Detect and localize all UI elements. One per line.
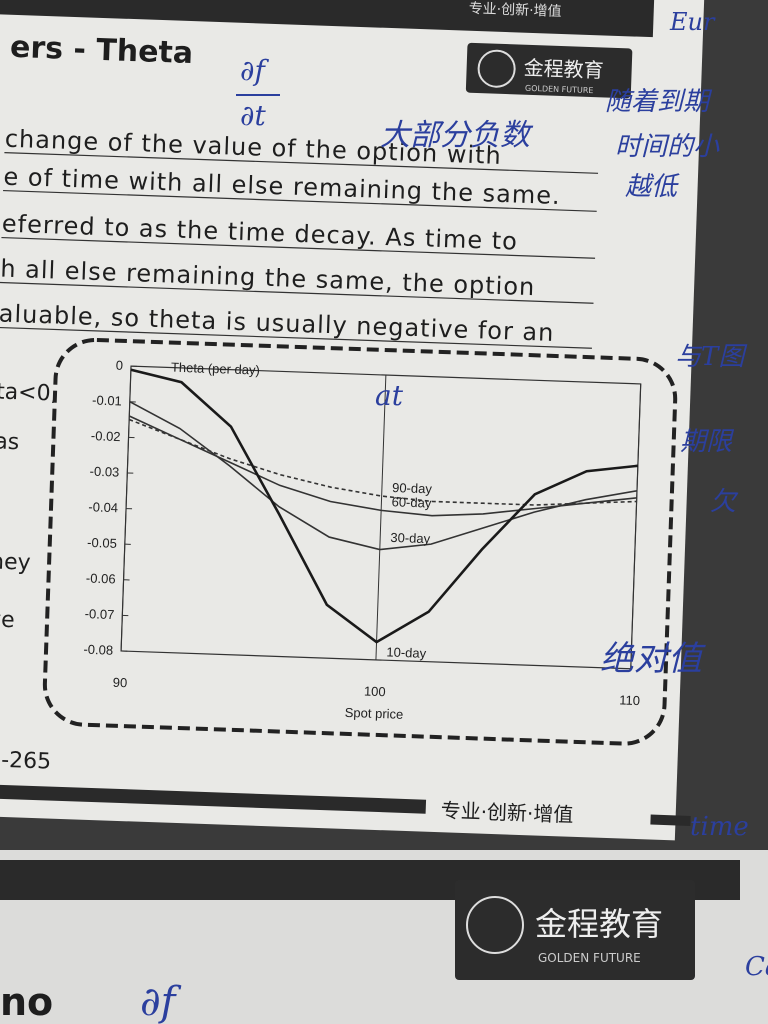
underline xyxy=(0,281,594,304)
side-fragment: as xyxy=(0,429,20,455)
series-label: 30-day xyxy=(390,530,431,546)
section-title: ers - Theta xyxy=(9,30,193,71)
x-tick-label: 100 xyxy=(364,683,386,699)
series-line xyxy=(130,368,638,644)
y-tick-label: -0.03 xyxy=(89,464,119,480)
series-label: 60-day xyxy=(391,494,432,510)
y-tick-label: -0.07 xyxy=(84,606,114,622)
grid-line xyxy=(120,366,132,651)
series-line xyxy=(129,401,638,551)
next-logo-mark xyxy=(466,896,524,954)
next-heading: no xyxy=(0,980,53,1024)
y-tick-label: -0.02 xyxy=(91,428,121,444)
handwritten-note: Eur xyxy=(669,8,716,36)
page-sheet: 金程教育 GOLDEN FUTURE 专业·创新·增值 ers - Theta … xyxy=(0,0,705,841)
chart-title: Theta (per day) xyxy=(171,360,260,378)
handwritten-note: ∂t xyxy=(240,99,266,132)
y-tick-label: 0 xyxy=(116,358,124,373)
next-logo-sub: GOLDEN FUTURE xyxy=(538,951,641,965)
y-tick-label: -0.01 xyxy=(92,392,122,408)
handwritten-note: 越低 xyxy=(625,172,680,202)
handwritten-note: 期限 xyxy=(680,427,735,457)
top-slogan: 专业·创新·增值 xyxy=(468,1,561,20)
handwritten-note: Ca xyxy=(745,952,768,982)
handwritten-note: ∂f xyxy=(240,54,269,87)
footer-slogan: 专业·创新·增值 xyxy=(440,798,573,827)
handwritten-note: ∂f xyxy=(140,979,182,1024)
top-band xyxy=(0,0,655,38)
page-number: 7-265 xyxy=(0,747,52,774)
x-tick-label: 90 xyxy=(112,675,127,690)
y-tick-label: -0.06 xyxy=(86,570,116,586)
logo-mark xyxy=(477,49,516,88)
handwritten-note: 绝对值 xyxy=(600,639,706,679)
underline xyxy=(3,189,597,212)
logo-box xyxy=(465,42,633,99)
series-label: 90-day xyxy=(392,480,433,496)
underline xyxy=(0,326,592,349)
handwritten-note: 随着到期 xyxy=(605,87,713,117)
handwritten-note: 时间的小 xyxy=(615,132,720,162)
chart-frame-dashed xyxy=(42,337,678,746)
handwritten-note: 与T图 xyxy=(675,342,748,372)
handwritten-note: 大部分负数 xyxy=(380,118,534,153)
grid-line xyxy=(375,375,387,660)
handwritten-note: at xyxy=(375,379,404,412)
next-logo: 金程教育 xyxy=(535,905,663,943)
handwritten-note: 欠 xyxy=(710,487,739,517)
y-tick-label: -0.05 xyxy=(87,535,117,551)
series-line xyxy=(128,415,637,517)
y-tick-label: -0.04 xyxy=(88,499,118,515)
paper xyxy=(0,0,705,841)
x-tick-label: 110 xyxy=(619,692,640,708)
chart: Theta (per day) Spot price 0 -0.01 -0.02 -0.0… xyxy=(42,337,678,746)
logo-text: 金程教育 xyxy=(523,56,604,83)
underline xyxy=(1,236,596,259)
handwritten-note: time xyxy=(690,812,749,842)
y-tick-label: -0.08 xyxy=(83,642,113,658)
side-fragment: ta<0, xyxy=(0,379,58,406)
logo-sub: GOLDEN FUTURE xyxy=(525,84,594,95)
x-axis-label: Spot price xyxy=(345,705,404,722)
underline xyxy=(4,152,599,174)
side-fragment: ve xyxy=(0,607,15,633)
footer-bar xyxy=(0,784,427,814)
series-label: 10-day xyxy=(386,644,427,660)
side-fragment: ney xyxy=(0,549,31,575)
series-line xyxy=(128,418,637,506)
footer-bar-end xyxy=(650,814,691,826)
grid-line xyxy=(630,383,642,669)
